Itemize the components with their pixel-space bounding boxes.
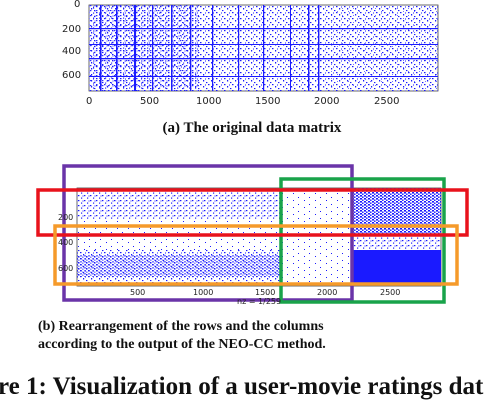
- red-box: [36, 188, 469, 237]
- x-tick-label: 2000: [314, 96, 340, 107]
- y-tick-label: 600: [62, 70, 82, 81]
- x-tick-label: 2500: [380, 288, 401, 297]
- y-tick-label: 200: [62, 24, 82, 35]
- figure-caption: re 1: Visualization of a user-movie rati…: [0, 373, 484, 400]
- y-tick-label: 600: [58, 264, 74, 273]
- x-tick-label: 2500: [374, 96, 400, 107]
- x-tick-label: 1000: [193, 288, 214, 297]
- nz-label: nz = 1/259: [237, 297, 282, 306]
- caption-b: (b) Rearrangement of the rows and the co…: [38, 318, 488, 354]
- x-tick-label: 2000: [317, 288, 338, 297]
- caption-b-line2: according to the output of the NEO-CC me…: [38, 337, 326, 352]
- caption-a: (a) The original data matrix: [162, 120, 342, 136]
- x-tick-label: 1500: [255, 96, 281, 107]
- caption-b-line1: (b) Rearrangement of the rows and the co…: [38, 319, 324, 334]
- x-tick-label: 1000: [196, 96, 222, 107]
- x-tick-label: 1500: [255, 288, 276, 297]
- y-tick-label: 400: [62, 46, 82, 57]
- purple-box: [62, 164, 354, 302]
- x-tick-label: 500: [130, 288, 146, 297]
- y-tick-label: 200: [58, 213, 74, 222]
- matrix-plot-a: [88, 4, 439, 92]
- matrix-plot-b: [76, 187, 442, 287]
- x-tick-label: 500: [140, 96, 160, 107]
- y-tick-label: 400: [58, 238, 74, 247]
- y-tick-label: 0: [74, 0, 81, 10]
- x-tick-label: 0: [86, 96, 93, 107]
- orange-box: [53, 224, 459, 286]
- green-box: [279, 177, 446, 304]
